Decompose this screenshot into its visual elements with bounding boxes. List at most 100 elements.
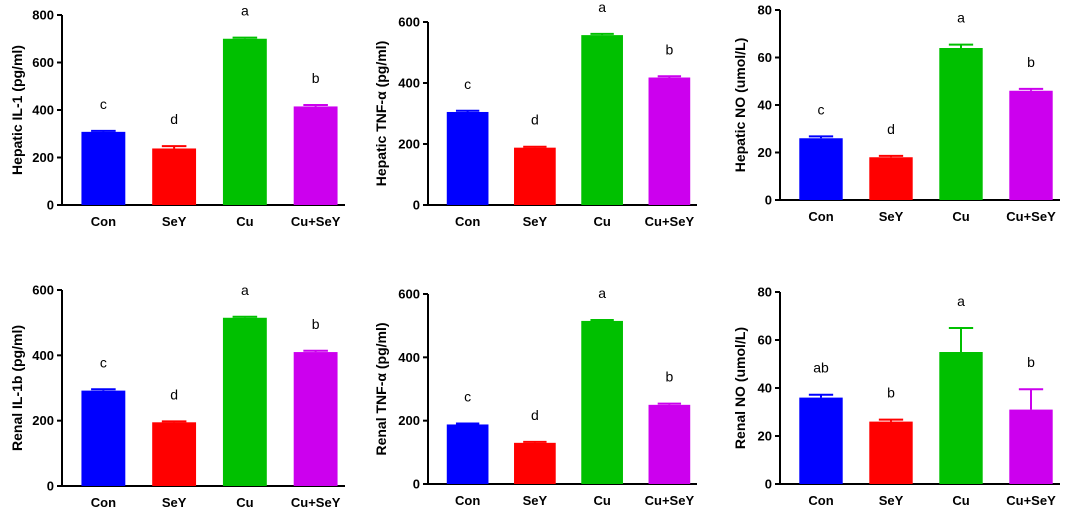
bar-con — [81, 131, 126, 205]
y-tick-label: 20 — [758, 429, 772, 444]
significance-label: b — [887, 385, 895, 401]
bar-sey — [152, 148, 197, 205]
x-tick-label: Con — [455, 493, 480, 508]
bar-cu — [581, 320, 623, 484]
x-tick-label: SeY — [162, 495, 187, 510]
bar-cu — [939, 48, 983, 200]
x-tick-label: Cu — [952, 209, 969, 224]
y-tick-label: 40 — [758, 98, 772, 113]
bar-con — [446, 111, 489, 205]
significance-label: ab — [813, 360, 829, 376]
significance-label: d — [887, 121, 895, 137]
x-tick-label: Cu+SeY — [291, 495, 341, 510]
y-tick-label: 200 — [32, 413, 54, 428]
y-tick-label: 200 — [32, 150, 54, 165]
x-tick-label: Cu+SeY — [1006, 493, 1056, 508]
y-tick-label: 400 — [398, 76, 420, 91]
y-axis-label: Renal IL-1b (pg/ml) — [9, 325, 25, 451]
bar-cu-plus-sey — [648, 77, 691, 205]
y-axis-label: Renal NO (umol/L) — [732, 327, 748, 449]
x-tick-label: SeY — [162, 214, 187, 229]
x-tick-label: Cu — [593, 214, 610, 229]
significance-label: b — [1027, 354, 1035, 370]
y-tick-label: 400 — [398, 350, 420, 365]
significance-label: b — [312, 70, 320, 86]
chart-panel-4: 0 200 400 600 Renal IL-1b (pg/ml) c Con d SeY a Cu… — [9, 282, 345, 510]
significance-label: d — [531, 407, 539, 423]
x-tick-label: Cu — [593, 493, 610, 508]
y-tick-label: 80 — [758, 3, 772, 18]
significance-label: a — [241, 3, 249, 19]
y-tick-label: 0 — [47, 198, 54, 213]
y-tick-label: 20 — [758, 145, 772, 160]
x-tick-label: SeY — [523, 493, 548, 508]
bar-cu-plus-sey — [648, 404, 691, 484]
y-tick-label: 60 — [758, 50, 772, 65]
y-tick-label: 80 — [758, 285, 772, 300]
y-axis-label: Hepatic TNF-α (pg/ml) — [373, 41, 389, 187]
y-tick-label: 0 — [413, 477, 420, 492]
bar-cu — [581, 35, 623, 205]
bar-cu-plus-sey — [293, 352, 338, 486]
y-tick-label: 600 — [398, 15, 420, 30]
bar-cu-plus-sey — [293, 106, 338, 205]
x-tick-label: Con — [455, 214, 480, 229]
chart-panel-1: 0 200 400 600 800 Hepatic IL-1 (pg/ml) c Con d Se… — [9, 3, 345, 229]
y-tick-label: 600 — [32, 283, 54, 298]
bar-sey — [152, 422, 197, 486]
bar-sey — [514, 442, 556, 484]
significance-label: c — [818, 101, 825, 117]
y-tick-label: 200 — [398, 137, 420, 152]
significance-label: b — [1027, 54, 1035, 70]
y-tick-label: 0 — [413, 198, 420, 213]
y-tick-label: 600 — [398, 287, 420, 302]
x-tick-label: Cu — [236, 214, 253, 229]
significance-label: a — [598, 0, 606, 15]
y-tick-label: 400 — [32, 103, 54, 118]
significance-label: d — [170, 386, 178, 402]
y-tick-label: 40 — [758, 381, 772, 396]
significance-label: c — [100, 354, 107, 370]
x-tick-label: Con — [808, 209, 833, 224]
y-tick-label: 0 — [47, 479, 54, 494]
y-tick-label: 800 — [32, 8, 54, 23]
x-tick-label: SeY — [523, 214, 548, 229]
bar-cu-plus-sey — [1009, 90, 1053, 200]
x-tick-label: Cu+SeY — [291, 214, 341, 229]
chart-panel-2: 0 200 400 600 Hepatic TNF-α (pg/ml) c Con d SeY a… — [373, 0, 697, 229]
significance-label: d — [170, 111, 178, 127]
bar-con — [799, 138, 843, 200]
chart-panel-5: 0 200 400 600 Renal TNF-α (pg/ml) c Con d SeY a Cu… — [373, 285, 697, 508]
x-tick-label: Con — [91, 214, 116, 229]
bar-con — [81, 390, 126, 486]
chart-panel-3: 0 20 40 60 80 Hepatic NO (umol/L) c Con d SeY a Cu b… — [732, 3, 1060, 224]
y-tick-label: 0 — [765, 477, 772, 492]
significance-label: a — [957, 10, 965, 26]
x-tick-label: Cu — [236, 495, 253, 510]
x-tick-label: Cu — [952, 493, 969, 508]
bar-con — [799, 397, 843, 484]
x-tick-label: Cu+SeY — [645, 493, 695, 508]
x-tick-label: Cu+SeY — [645, 214, 695, 229]
y-tick-label: 600 — [32, 55, 54, 70]
x-tick-label: SeY — [879, 209, 904, 224]
y-axis-label: Hepatic NO (umol/L) — [732, 38, 748, 173]
bar-cu — [939, 352, 983, 484]
y-axis-label: Renal TNF-α (pg/ml) — [373, 322, 389, 455]
y-tick-label: 0 — [765, 193, 772, 208]
significance-label: a — [957, 293, 965, 309]
x-tick-label: Cu+SeY — [1006, 209, 1056, 224]
x-tick-label: Con — [808, 493, 833, 508]
significance-label: b — [312, 316, 320, 332]
y-axis-label: Hepatic IL-1 (pg/ml) — [9, 45, 25, 175]
significance-label: b — [665, 369, 673, 385]
bar-cu — [222, 317, 267, 486]
bar-sey — [869, 421, 913, 484]
bar-sey — [869, 157, 913, 200]
x-tick-label: SeY — [879, 493, 904, 508]
significance-label: c — [100, 96, 107, 112]
significance-label: c — [464, 76, 471, 92]
significance-label: a — [598, 285, 606, 301]
y-tick-label: 400 — [32, 348, 54, 363]
